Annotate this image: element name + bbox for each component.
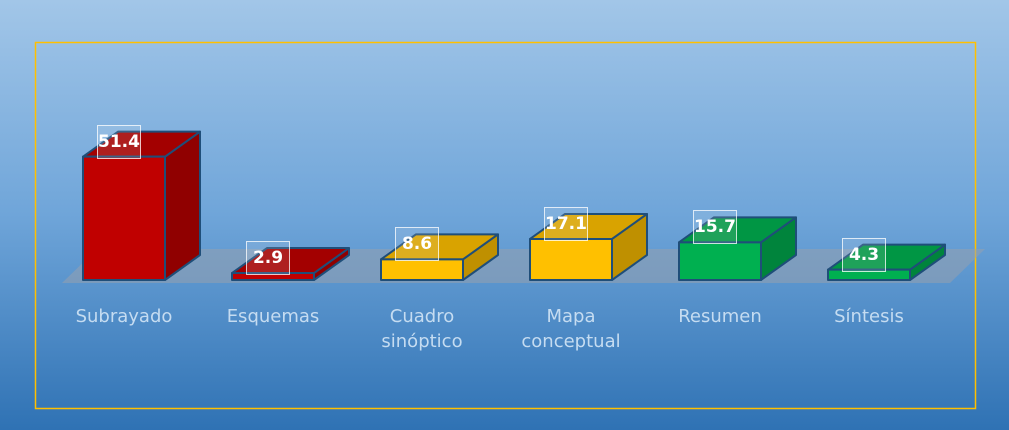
value-label: 51.4 [97, 124, 141, 159]
bar [380, 233, 499, 281]
value-label: 2.9 [246, 241, 290, 276]
value-label: 15.7 [693, 210, 737, 245]
bar-front [231, 272, 315, 282]
bar [678, 216, 797, 282]
bar-front [827, 268, 911, 281]
value-label: 4.3 [842, 237, 886, 272]
x-tick-label: Cuadro sinóptico [381, 306, 463, 352]
value-label: 17.1 [544, 206, 588, 241]
bar-front [529, 237, 613, 282]
bar [827, 243, 946, 281]
plot-border [34, 41, 977, 410]
bar-front [82, 155, 166, 281]
bar [529, 212, 648, 282]
value-label: 8.6 [395, 227, 439, 262]
bar-front [678, 241, 762, 282]
bar [231, 247, 350, 282]
x-tick-label: Síntesis [834, 306, 904, 327]
bar [82, 130, 201, 281]
x-tick-label: Mapa conceptual [521, 306, 621, 352]
x-tick-label: Resumen [678, 306, 762, 327]
bar-front [380, 258, 464, 281]
x-tick-label: Esquemas [226, 306, 320, 327]
x-tick-label: Subrayado [75, 306, 173, 327]
